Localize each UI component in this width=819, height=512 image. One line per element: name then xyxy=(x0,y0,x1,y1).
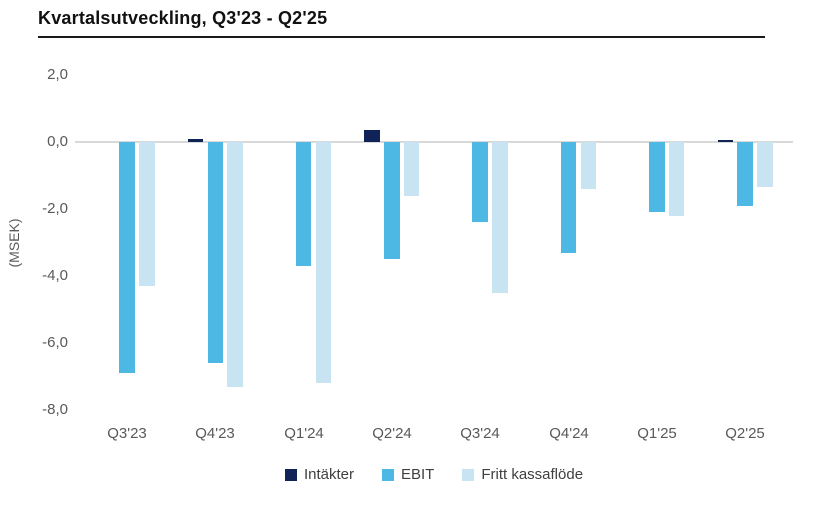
bar-ebit-q4-23 xyxy=(207,142,224,364)
y-tick-label: -4,0 xyxy=(42,267,68,284)
x-label-q4-23: Q4'23 xyxy=(195,425,235,442)
bar-fritt-kassafl-de-q1-25 xyxy=(668,142,685,216)
bar-fritt-kassafl-de-q1-24 xyxy=(315,142,332,384)
x-label-q1-24: Q1'24 xyxy=(284,425,324,442)
y-tick-label: -8,0 xyxy=(42,401,68,418)
y-tick-label: -6,0 xyxy=(42,334,68,351)
title-underline xyxy=(38,36,765,38)
x-label-q1-25: Q1'25 xyxy=(637,425,677,442)
legend-item-int-kter: Intäkter xyxy=(284,466,354,483)
x-label-q2-25: Q2'25 xyxy=(725,425,765,442)
legend-label: EBIT xyxy=(400,466,435,483)
bar-int-kter-q4-23 xyxy=(187,138,204,142)
bar-fritt-kassafl-de-q4-23 xyxy=(227,142,243,387)
legend-label: Intäkter xyxy=(303,466,354,483)
bar-fritt-kassafl-de-q3-24 xyxy=(492,142,508,293)
bar-int-kter-q2-25 xyxy=(717,140,734,142)
bar-ebit-q1-25 xyxy=(649,142,665,213)
legend-label: Fritt kassaflöde xyxy=(481,466,584,483)
bar-int-kter-q2-24 xyxy=(364,130,380,142)
legend-item-ebit: EBIT xyxy=(381,466,435,483)
legend-item-fritt-kassafl-de: Fritt kassaflöde xyxy=(462,466,583,483)
y-tick-label: 2,0 xyxy=(47,66,68,83)
bar-fritt-kassafl-de-q2-24 xyxy=(403,142,420,196)
bar-ebit-q3-24 xyxy=(472,142,488,223)
x-label-q4-24: Q4'24 xyxy=(549,425,589,442)
x-label-q3-23: Q3'23 xyxy=(107,425,147,442)
x-label-q2-24: Q2'24 xyxy=(372,425,412,442)
bar-fritt-kassafl-de-q3-23 xyxy=(139,142,155,286)
zero-gridline xyxy=(75,141,793,143)
bar-ebit-q1-24 xyxy=(295,142,312,266)
y-tick-label: -2,0 xyxy=(42,200,68,217)
bar-ebit-q2-25 xyxy=(737,142,753,206)
bar-fritt-kassafl-de-q4-24 xyxy=(580,142,597,189)
bar-fritt-kassafl-de-q2-25 xyxy=(757,142,773,188)
legend-swatch-icon xyxy=(462,468,475,481)
x-label-q3-24: Q3'24 xyxy=(460,425,500,442)
bar-ebit-q4-24 xyxy=(560,142,577,253)
legend: Intäkter EBIT Fritt kassaflöde xyxy=(75,466,793,483)
legend-swatch-icon xyxy=(284,468,297,481)
bar-ebit-q3-23 xyxy=(119,142,135,374)
plot-area xyxy=(75,75,793,410)
bar-ebit-q2-24 xyxy=(384,142,400,260)
chart-title: Kvartalsutveckling, Q3'23 - Q2'25 xyxy=(38,8,328,28)
legend-swatch-icon xyxy=(381,468,394,481)
y-tick-label: 0,0 xyxy=(47,133,68,150)
